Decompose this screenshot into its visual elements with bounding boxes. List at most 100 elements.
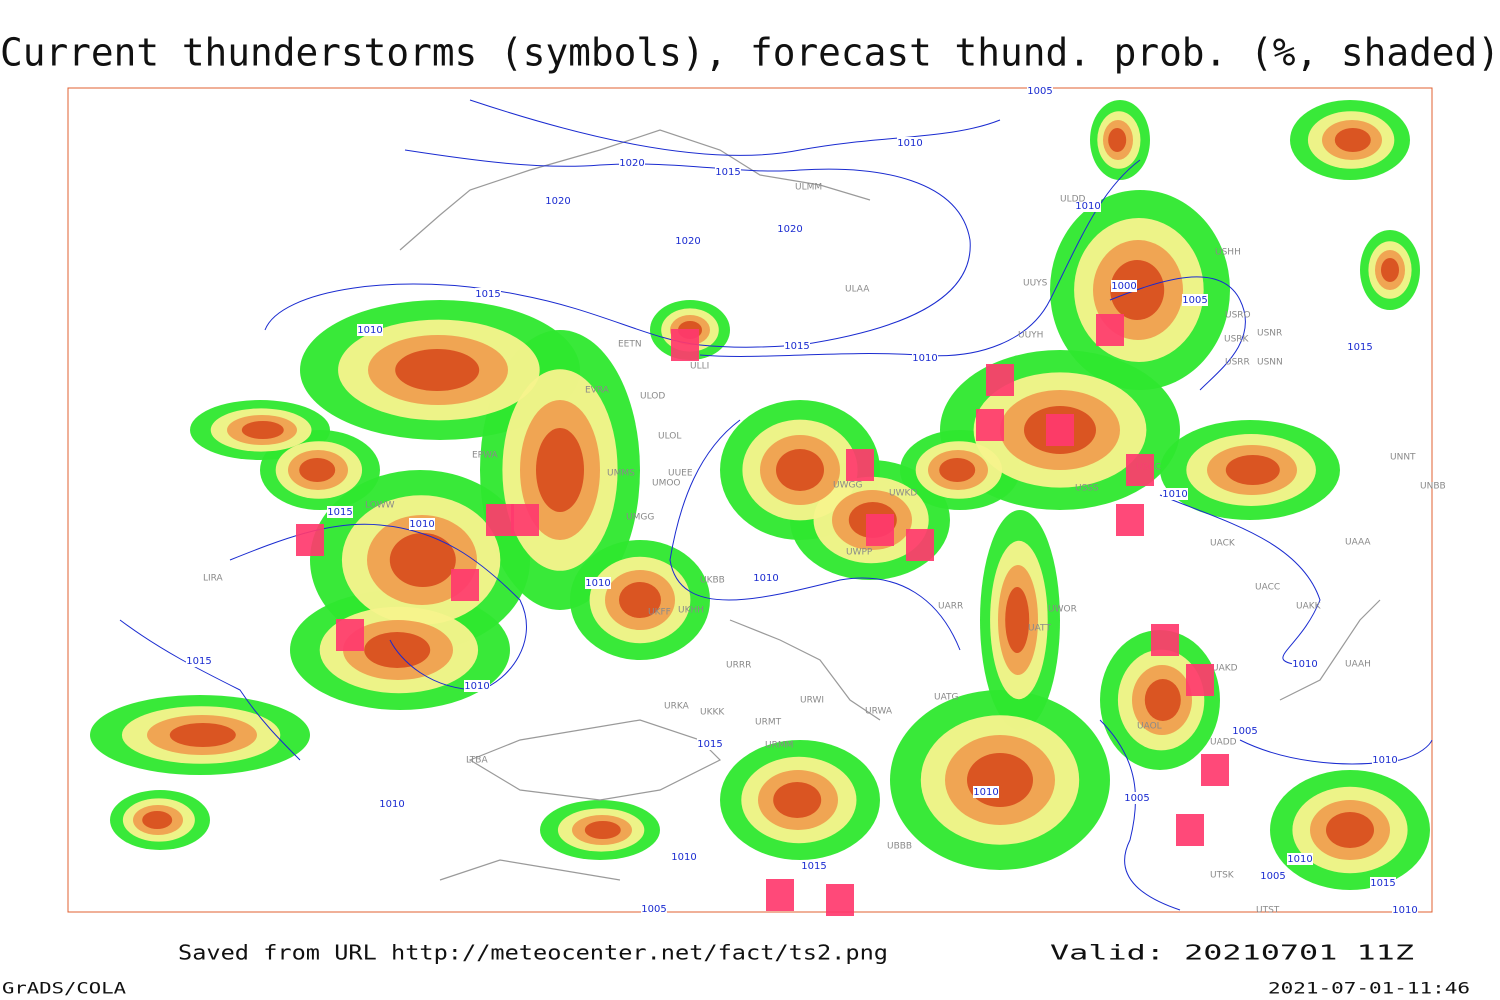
isobar — [404, 149, 971, 346]
storm-symbol — [1176, 814, 1204, 846]
map-title: Current thunderstorms (symbols), forecas… — [0, 31, 1500, 75]
isobar-label-bg — [784, 340, 810, 352]
station-label: USNR — [1257, 329, 1282, 339]
station-label: URRR — [726, 661, 751, 671]
isobar — [1109, 276, 1246, 391]
storm-symbol — [451, 569, 479, 601]
isobar-label: 1010 — [464, 681, 489, 692]
storm-symbol — [486, 504, 514, 536]
isobar-label: 1005 — [1260, 871, 1285, 882]
isobar-label: 1010 — [671, 852, 696, 863]
isobar-label: 1010 — [753, 573, 778, 584]
isobar-label-bg — [753, 572, 779, 584]
station-label: UKHH — [678, 606, 704, 616]
isobar-label-bg — [327, 506, 353, 518]
station-label: UADD — [1210, 738, 1237, 748]
isobar-label: 1015 — [475, 289, 500, 300]
isobar-label-bg — [545, 195, 571, 207]
isobar-label-bg — [801, 860, 827, 872]
station-label: ULLI — [690, 362, 709, 372]
storm-symbol — [1201, 754, 1229, 786]
shading-area — [584, 821, 621, 839]
station-label: UARR — [938, 602, 963, 612]
isobar-label: 1005 — [1027, 86, 1052, 97]
storm-symbol — [986, 364, 1014, 396]
shading-area — [536, 428, 584, 512]
isobar — [119, 619, 301, 761]
shading-area — [1144, 679, 1181, 721]
storm-symbol — [671, 329, 699, 361]
station-label: UWPP — [846, 548, 873, 558]
station-label: USNN — [1257, 358, 1283, 368]
isobar-label: 1010 — [912, 353, 937, 364]
isobar-label-bg — [1372, 754, 1398, 766]
station-label: LIRA — [203, 574, 224, 584]
storm-symbol — [826, 884, 854, 916]
isobar-label: 1010 — [379, 799, 404, 810]
station-label: ULAA — [845, 285, 870, 295]
isobar-label-bg — [1260, 870, 1286, 882]
storm-symbol — [976, 409, 1004, 441]
probability-shading — [90, 100, 1430, 890]
isobar-label: 1005 — [1182, 295, 1207, 306]
isobar-label-bg — [715, 166, 741, 178]
software-credit: GrADS/COLA — [2, 979, 126, 998]
storm-symbols — [296, 314, 1229, 916]
station-label: UKFF — [648, 608, 671, 618]
shading-area — [1381, 258, 1399, 282]
shading-area — [773, 782, 822, 818]
station-label: UBBB — [887, 842, 912, 852]
station-label: ULOL — [658, 432, 681, 442]
station-label: UNNT — [1390, 453, 1416, 463]
station-label: UKBB — [700, 576, 725, 586]
station-label: USRR — [1225, 358, 1250, 368]
station-label: EPWA — [472, 451, 499, 461]
station-label: UUYS — [1023, 279, 1048, 289]
isobar-label: 1010 — [409, 519, 434, 530]
isobar-label-bg — [1124, 792, 1150, 804]
isobar-label-bg — [912, 352, 938, 364]
isobar-label-bg — [641, 903, 667, 915]
isobar-label-bg — [697, 738, 723, 750]
isobar-label: 1010 — [1162, 489, 1187, 500]
storm-symbol — [846, 449, 874, 481]
isobar-label: 1010 — [1372, 755, 1397, 766]
isobar-label: 1010 — [357, 325, 382, 336]
isobar-label-bg — [464, 680, 490, 692]
isobar-label: 1015 — [1370, 878, 1395, 889]
isobar-label: 1010 — [1392, 905, 1417, 916]
isobar-label: 1015 — [784, 341, 809, 352]
coastline — [729, 619, 881, 721]
shading-area — [299, 458, 336, 482]
isobar-label: 1005 — [641, 904, 666, 915]
isobar-label-bg — [379, 798, 405, 810]
station-label: URWA — [865, 707, 893, 717]
isobar-label-bg — [675, 235, 701, 247]
isobar-label: 1015 — [327, 507, 352, 518]
station-label: USRO — [1225, 311, 1251, 321]
station-label: ULDD — [1060, 195, 1086, 205]
isobar-label-bg — [1392, 904, 1418, 916]
shading-area — [1334, 128, 1371, 152]
storm-symbol — [1126, 454, 1154, 486]
isobar — [229, 523, 527, 691]
station-label: UAKD — [1212, 664, 1238, 674]
station-label: UATG — [934, 693, 959, 703]
shading-area — [967, 753, 1033, 807]
station-label: UATT — [1028, 624, 1051, 634]
shading-area — [364, 632, 431, 668]
station-label: UAOL — [1137, 722, 1162, 732]
station-label: EVRA — [585, 386, 610, 396]
storm-symbol — [1151, 624, 1179, 656]
shading-area — [241, 421, 284, 439]
isobar — [699, 159, 1141, 357]
isobar — [669, 419, 961, 651]
isobar-label-bg — [186, 655, 212, 667]
storm-symbol — [866, 514, 894, 546]
coastline — [1279, 599, 1381, 701]
isobar-label: 1010 — [1292, 659, 1317, 670]
station-label: UAKK — [1296, 602, 1322, 612]
isobar-label-bg — [1347, 341, 1373, 353]
isobar-label-bg — [973, 786, 999, 798]
